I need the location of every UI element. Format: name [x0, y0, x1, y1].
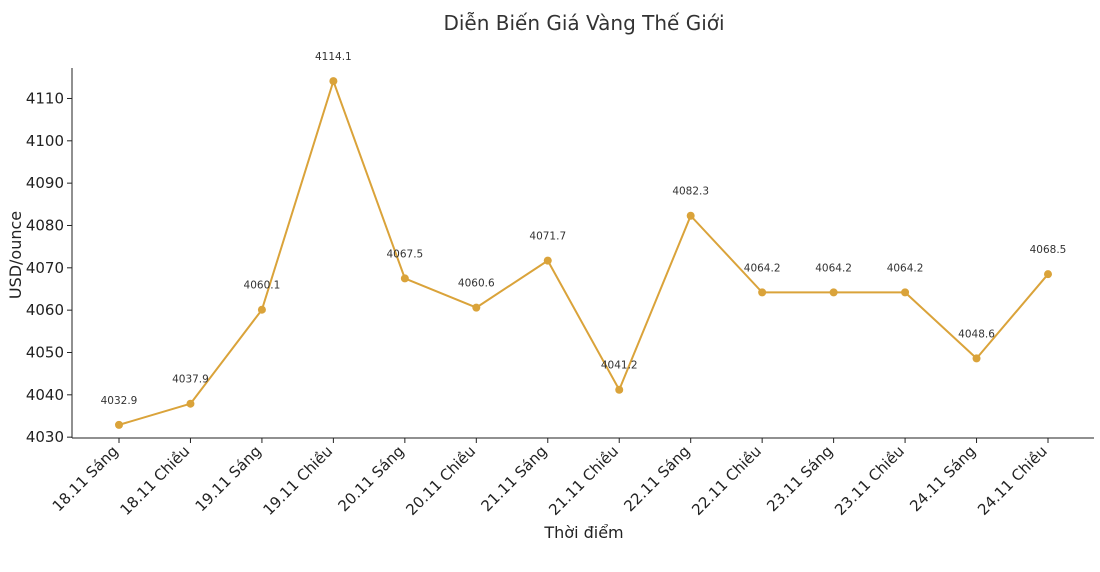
y-axis-ticks: 4030 4040 4050 4060 4070 4080 4090 4100 4110 — [26, 89, 72, 446]
y-tick-label: 4030 — [26, 428, 64, 446]
y-tick-label: 4040 — [26, 386, 64, 404]
x-tick-label: 19.11 Sáng — [192, 442, 265, 515]
data-label: 4032.9 — [101, 395, 138, 407]
data-label: 4048.6 — [958, 328, 995, 340]
x-tick-label: 20.11 Sáng — [335, 442, 408, 515]
data-point — [758, 288, 767, 297]
y-tick-label: 4080 — [26, 216, 64, 234]
y-tick-label: 4110 — [26, 89, 64, 107]
data-point — [257, 305, 266, 314]
x-tick-label: 23.11 Sáng — [763, 442, 836, 515]
y-tick-label: 4070 — [26, 259, 64, 277]
data-label: 4082.3 — [672, 186, 709, 198]
data-label: 4068.5 — [1030, 244, 1067, 256]
data-point — [615, 385, 624, 394]
chart-title: Diễn Biến Giá Vàng Thế Giới — [443, 11, 724, 35]
data-point — [329, 77, 338, 86]
data-label: 4064.2 — [744, 262, 781, 274]
y-tick-label: 4100 — [26, 132, 64, 150]
data-label: 4064.2 — [887, 262, 924, 274]
x-tick-label: 22.11 Chiều — [688, 442, 765, 519]
data-point — [686, 211, 695, 220]
data-labels: 4032.9 4037.9 4060.1 4114.1 4067.5 4060.6 4071… — [101, 51, 1067, 407]
x-tick-label: 23.11 Chiều — [831, 442, 908, 519]
x-tick-label: 20.11 Chiều — [402, 442, 479, 519]
data-label: 4041.2 — [601, 360, 638, 372]
data-point — [972, 354, 981, 363]
data-label: 4067.5 — [386, 248, 423, 260]
data-label: 4060.1 — [244, 280, 281, 292]
data-point — [115, 420, 123, 429]
y-tick-label: 4090 — [26, 174, 64, 192]
x-tick-label: 18.11 Sáng — [49, 442, 122, 515]
x-tick-label: 21.11 Chiều — [545, 442, 622, 519]
y-axis-title: USD/ounce — [6, 211, 25, 299]
x-tick-label: 18.11 Chiều — [117, 442, 194, 519]
data-point — [901, 288, 910, 297]
x-tick-label: 21.11 Sáng — [477, 442, 550, 515]
data-point — [829, 288, 838, 297]
data-point — [186, 399, 195, 408]
y-tick-label: 4050 — [26, 343, 64, 361]
data-label: 4071.7 — [529, 231, 566, 243]
x-tick-label: 24.11 Sáng — [906, 442, 979, 515]
data-label: 4060.6 — [458, 278, 495, 290]
data-point — [1044, 270, 1052, 279]
x-tick-label: 19.11 Chiều — [259, 442, 336, 519]
data-point — [472, 303, 481, 312]
x-tick-label: 24.11 Chiều — [974, 442, 1051, 519]
data-label: 4064.2 — [815, 262, 852, 274]
series-line — [118, 80, 1049, 426]
data-label: 4037.9 — [172, 374, 209, 386]
axes — [71, 68, 1094, 439]
y-tick-label: 4060 — [26, 301, 64, 319]
series-layer — [115, 77, 1052, 429]
x-tick-label: 22.11 Sáng — [620, 442, 693, 515]
x-axis-title: Thời điểm — [543, 523, 623, 542]
data-point — [543, 256, 552, 265]
data-point — [400, 274, 409, 283]
data-label: 4114.1 — [315, 51, 352, 63]
